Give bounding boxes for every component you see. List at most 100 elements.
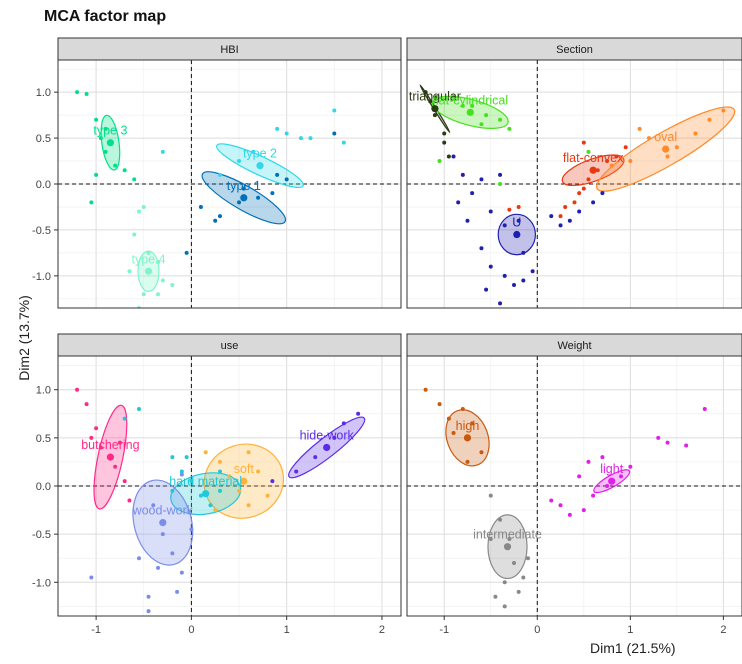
category-label-light: light — [600, 462, 623, 476]
grid-lines — [407, 356, 742, 616]
data-point-hide-work — [313, 455, 318, 460]
category-label-intermediate: intermediate — [473, 528, 542, 542]
data-layer: type 3 type 2 type 1 type 4 — [75, 90, 346, 308]
data-point-light — [549, 498, 554, 503]
data-point-oval — [628, 159, 633, 164]
data-point-type-2 — [308, 136, 313, 141]
centroid-hard-material — [202, 490, 210, 498]
centroid-type-1 — [240, 194, 248, 202]
data-point-high — [437, 402, 442, 407]
data-point-hard-material — [184, 455, 189, 460]
data-point-wood-work — [146, 594, 151, 599]
data-point-flat-convex — [572, 200, 577, 205]
data-point-type-4 — [132, 232, 137, 237]
y-tick-label: -0.5 — [32, 225, 51, 237]
data-point-flat-convex — [516, 204, 521, 209]
data-point-hide-work — [332, 435, 337, 440]
data-point-hard-material — [208, 503, 213, 508]
data-point-light — [702, 406, 707, 411]
data-point-oval — [665, 154, 670, 159]
data-point-flat-convex — [577, 191, 582, 196]
centroid-oval — [662, 145, 670, 153]
category-label-oval: oval — [654, 130, 677, 144]
data-point-u — [600, 191, 605, 196]
data-point-triangular — [446, 154, 451, 159]
category-label-hide-work: hide-work — [300, 428, 355, 442]
data-point-high — [465, 459, 470, 464]
data-point-wood-work — [170, 551, 175, 556]
data-point-oval — [637, 126, 642, 131]
data-point-high — [479, 450, 484, 455]
data-point-soft — [237, 488, 242, 493]
data-point-u — [484, 287, 489, 292]
x-tick-label: -1 — [439, 624, 449, 636]
data-point-oval — [707, 117, 712, 122]
facet-weight: Weight high light intermediate -1 0 1 2 — [406, 333, 742, 636]
centroid-soft — [240, 477, 248, 485]
data-point-light — [628, 464, 633, 469]
data-point-type-1 — [332, 131, 337, 136]
x-tick-label: 0 — [188, 624, 194, 636]
data-point-soft — [265, 493, 270, 498]
data-point-light — [567, 512, 572, 517]
category-label-flat-convex: flat-convex — [563, 151, 624, 165]
centroid-type-3 — [106, 139, 115, 147]
data-point-type-1 — [270, 191, 275, 196]
data-layer: high light intermediate — [423, 387, 707, 609]
data-point-type-2 — [237, 159, 242, 164]
y-tick-label: 0.0 — [36, 179, 51, 191]
data-point-butchering — [127, 498, 132, 503]
y-tick-label: 0.5 — [36, 433, 51, 445]
data-point-intermediate — [502, 580, 507, 585]
data-point-light — [558, 503, 563, 508]
centroid-u — [513, 230, 521, 239]
data-point-high — [446, 416, 451, 421]
category-label-soft: soft — [234, 462, 255, 476]
data-point-hard-material — [179, 469, 184, 474]
category-label-hard-material: hard material — [169, 475, 242, 489]
data-point-wood-work — [136, 556, 141, 561]
data-point-type-3 — [132, 177, 137, 182]
data-point-light — [619, 474, 624, 479]
data-point-flat-convex — [623, 145, 628, 150]
data-point-u — [530, 269, 535, 274]
data-point-light — [586, 459, 591, 464]
data-point-type-1 — [284, 177, 289, 182]
data-point-wood-work — [89, 575, 94, 580]
data-point-u — [591, 200, 596, 205]
data-point-wood-work — [151, 503, 156, 508]
data-point-high — [470, 421, 475, 426]
y-tick-label: -1.0 — [32, 271, 51, 283]
data-point-flat-convex — [581, 140, 586, 145]
data-point-u — [479, 246, 484, 251]
category-label-butchering: butchering — [81, 438, 139, 452]
data-point-type-2 — [275, 126, 280, 131]
data-point-flat-convex — [605, 159, 610, 164]
y-tick-label: 0.0 — [36, 481, 51, 493]
data-point-flat-convex — [614, 154, 619, 159]
y-tick-label: -1.0 — [32, 577, 51, 589]
centroid-butchering — [106, 453, 115, 461]
data-point-u — [488, 264, 493, 269]
data-point-type-4 — [160, 278, 165, 283]
data-point-wood-work — [160, 532, 165, 537]
facet-strip-label: Weight — [557, 340, 591, 352]
data-point-wood-work — [146, 609, 151, 614]
data-point-type-3 — [84, 91, 89, 96]
data-point-soft — [227, 474, 232, 479]
data-point-u — [498, 172, 503, 177]
data-point-type-1 — [256, 195, 261, 200]
data-point-type-4 — [146, 250, 151, 255]
centroid-high — [463, 434, 472, 442]
data-point-u — [516, 218, 521, 223]
data-point-u — [498, 301, 503, 306]
data-point-light — [665, 440, 670, 445]
data-point-type-2 — [251, 149, 256, 154]
data-point-light — [581, 508, 586, 513]
data-point-hard-material — [170, 488, 175, 493]
data-point-flat-cylindrical — [507, 126, 512, 131]
data-point-flat-convex — [558, 214, 563, 219]
data-point-type-3 — [75, 90, 80, 95]
